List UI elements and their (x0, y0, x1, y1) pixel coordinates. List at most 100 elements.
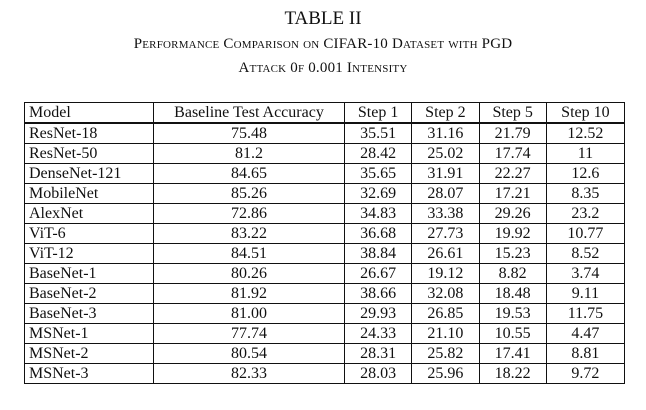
table-row: ResNet-18 75.48 35.51 31.16 21.79 12.52 (24, 122, 626, 144)
cell-step-5: 8.82 (478, 263, 547, 284)
table-row: BaseNet-2 81.92 38.66 32.08 18.48 9.11 (24, 283, 626, 304)
cell-step-5: 18.48 (478, 283, 547, 304)
cell-step-1: 28.42 (343, 143, 413, 164)
cell-model: ResNet-18 (24, 122, 154, 144)
cell-step-1: 24.33 (343, 323, 413, 344)
cell-step-5: 29.26 (478, 203, 547, 224)
cell-step-2: 31.91 (411, 163, 480, 184)
cell-model: BaseNet-2 (24, 283, 154, 304)
cell-step-2: 31.16 (411, 122, 480, 144)
cell-step-10: 12.52 (545, 122, 626, 144)
cell-baseline-accuracy: 81.00 (153, 303, 345, 324)
cell-step-1: 36.68 (343, 223, 413, 244)
table-row: AlexNet 72.86 34.83 33.38 29.26 23.2 (24, 203, 626, 224)
cell-step-2: 32.08 (411, 283, 480, 304)
cell-step-5: 15.23 (478, 243, 547, 264)
cell-step-10: 10.77 (545, 223, 626, 244)
cell-baseline-accuracy: 80.54 (153, 343, 345, 364)
cell-model: BaseNet-1 (24, 263, 154, 284)
table-row: MSNet-1 77.74 24.33 21.10 10.55 4.47 (24, 323, 626, 344)
cell-baseline-accuracy: 75.48 (153, 122, 345, 144)
column-header-model: Model (24, 102, 154, 124)
cell-model: AlexNet (24, 203, 154, 224)
cell-step-5: 21.79 (478, 122, 547, 144)
table-row: ViT-6 83.22 36.68 27.73 19.92 10.77 (24, 223, 626, 244)
cell-step-5: 19.53 (478, 303, 547, 324)
column-header-step-10: Step 10 (545, 102, 626, 124)
cell-step-10: 23.2 (545, 203, 626, 224)
cell-step-5: 19.92 (478, 223, 547, 244)
cell-step-10: 9.72 (545, 363, 626, 384)
cell-baseline-accuracy: 85.26 (153, 183, 345, 204)
cell-baseline-accuracy: 80.26 (153, 263, 345, 284)
cell-step-1: 38.66 (343, 283, 413, 304)
cell-model: BaseNet-3 (24, 303, 154, 324)
column-header-baseline-accuracy: Baseline Test Accuracy (153, 102, 345, 124)
table-row: BaseNet-1 80.26 26.67 19.12 8.82 3.74 (24, 263, 626, 284)
cell-step-10: 3.74 (545, 263, 626, 284)
cell-step-2: 25.02 (411, 143, 480, 164)
results-table: Model Baseline Test Accuracy Step 1 Step… (24, 102, 626, 384)
cell-step-10: 11.75 (545, 303, 626, 324)
cell-step-2: 21.10 (411, 323, 480, 344)
cell-model: MSNet-1 (24, 323, 154, 344)
cell-model: MSNet-2 (24, 343, 154, 364)
cell-step-1: 34.83 (343, 203, 413, 224)
cell-step-1: 35.65 (343, 163, 413, 184)
cell-baseline-accuracy: 82.33 (153, 363, 345, 384)
cell-baseline-accuracy: 81.2 (153, 143, 345, 164)
cell-step-10: 11 (545, 143, 626, 164)
header-row: Model Baseline Test Accuracy Step 1 Step… (24, 102, 626, 124)
cell-model: MobileNet (24, 183, 154, 204)
cell-step-2: 33.38 (411, 203, 480, 224)
cell-step-1: 32.69 (343, 183, 413, 204)
cell-step-10: 8.35 (545, 183, 626, 204)
cell-step-10: 8.52 (545, 243, 626, 264)
table-row: DenseNet-121 84.65 35.65 31.91 22.27 12.6 (24, 163, 626, 184)
cell-baseline-accuracy: 72.86 (153, 203, 345, 224)
cell-step-2: 19.12 (411, 263, 480, 284)
column-header-step-1: Step 1 (343, 102, 413, 124)
cell-step-1: 29.93 (343, 303, 413, 324)
cell-step-10: 9.11 (545, 283, 626, 304)
cell-step-1: 28.03 (343, 363, 413, 384)
cell-baseline-accuracy: 83.22 (153, 223, 345, 244)
cell-step-1: 26.67 (343, 263, 413, 284)
cell-step-2: 25.82 (411, 343, 480, 364)
cell-step-5: 18.22 (478, 363, 547, 384)
cell-step-2: 27.73 (411, 223, 480, 244)
cell-step-5: 17.41 (478, 343, 547, 364)
column-header-step-5: Step 5 (478, 102, 547, 124)
cell-model: ResNet-50 (24, 143, 154, 164)
cell-step-1: 35.51 (343, 122, 413, 144)
table-row: MSNet-3 82.33 28.03 25.96 18.22 9.72 (24, 363, 626, 384)
table-row: ViT-12 84.51 38.84 26.61 15.23 8.52 (24, 243, 626, 264)
cell-step-2: 26.61 (411, 243, 480, 264)
cell-step-5: 17.21 (478, 183, 547, 204)
cell-step-2: 25.96 (411, 363, 480, 384)
cell-model: MSNet-3 (24, 363, 154, 384)
table-row: ResNet-50 81.2 28.42 25.02 17.74 11 (24, 143, 626, 164)
cell-step-10: 12.6 (545, 163, 626, 184)
cell-baseline-accuracy: 81.92 (153, 283, 345, 304)
cell-baseline-accuracy: 77.74 (153, 323, 345, 344)
cell-step-2: 28.07 (411, 183, 480, 204)
cell-step-1: 38.84 (343, 243, 413, 264)
table-row: MobileNet 85.26 32.69 28.07 17.21 8.35 (24, 183, 626, 204)
cell-step-5: 10.55 (478, 323, 547, 344)
table-label: TABLE II (284, 8, 362, 29)
column-header-step-2: Step 2 (411, 102, 480, 124)
cell-step-2: 26.85 (411, 303, 480, 324)
table-title-line-2: Attack 0f 0.001 Intensity (238, 60, 408, 76)
cell-model: DenseNet-121 (24, 163, 154, 184)
cell-step-5: 22.27 (478, 163, 547, 184)
cell-step-10: 4.47 (545, 323, 626, 344)
cell-step-5: 17.74 (478, 143, 547, 164)
cell-step-1: 28.31 (343, 343, 413, 364)
table-row: BaseNet-3 81.00 29.93 26.85 19.53 11.75 (24, 303, 626, 324)
table-title-line-1: Performance Comparison on CIFAR-10 Datas… (133, 36, 513, 52)
cell-baseline-accuracy: 84.65 (153, 163, 345, 184)
table-body: ResNet-18 75.48 35.51 31.16 21.79 12.52 ResNet… (24, 122, 626, 384)
cell-model: ViT-6 (24, 223, 154, 244)
cell-step-10: 8.81 (545, 343, 626, 364)
